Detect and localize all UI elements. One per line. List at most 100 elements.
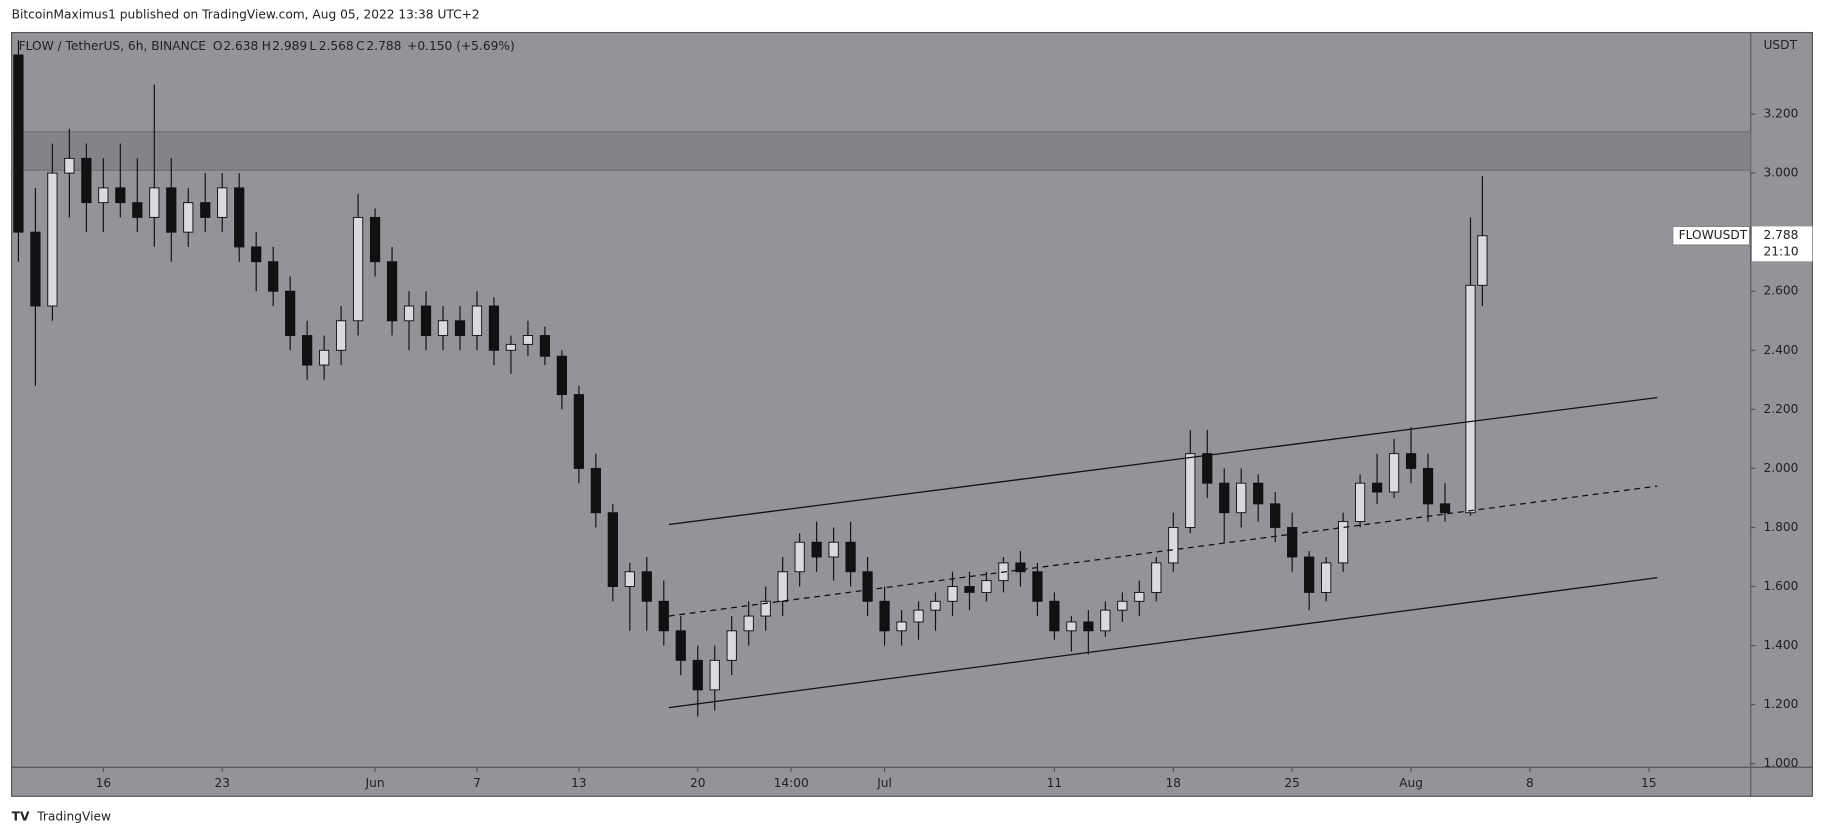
candle-body — [913, 609, 924, 623]
candle — [1219, 468, 1230, 543]
candle — [1405, 427, 1417, 484]
legend-value: 2.568 — [319, 39, 354, 53]
candle — [1202, 430, 1213, 498]
candle — [896, 610, 907, 646]
candle-body — [1371, 482, 1383, 493]
candle — [1015, 551, 1026, 587]
candle-body — [1287, 527, 1298, 558]
candle — [1134, 580, 1145, 617]
candle-body — [13, 54, 24, 233]
candle-body — [30, 231, 41, 307]
plot — [11, 40, 1751, 717]
y-tick-label: 1.000 — [1764, 756, 1799, 770]
candle — [13, 40, 24, 262]
candle — [200, 173, 211, 233]
candle — [1287, 512, 1298, 572]
candle — [1439, 483, 1451, 522]
channel-line — [668, 577, 1658, 709]
time-axis-bg — [11, 767, 1813, 797]
candle-body — [1253, 482, 1264, 505]
y-tick-label: 1.200 — [1764, 697, 1799, 711]
symbol-tag-text: FLOWUSDT — [1679, 228, 1748, 242]
price-tag — [1751, 226, 1813, 262]
candle-body — [471, 305, 483, 336]
candle — [964, 571, 975, 611]
candle — [64, 128, 75, 218]
candle-body — [369, 216, 381, 263]
legend: FLOW / TetherUS, 6h, BINANCE O 2.638 H 2… — [19, 39, 515, 53]
candle-body — [1185, 453, 1196, 528]
x-tick-label: 23 — [214, 776, 230, 790]
candle — [1388, 438, 1400, 498]
candle — [573, 385, 584, 484]
candle — [1236, 468, 1247, 528]
candle-body — [183, 202, 194, 233]
candle-body — [488, 305, 500, 351]
candle-body — [132, 202, 143, 218]
candle — [183, 187, 194, 247]
candle — [98, 158, 109, 233]
candle — [1185, 430, 1196, 534]
candle — [488, 297, 500, 366]
candle-body — [1477, 235, 1488, 286]
candle-body — [1321, 562, 1332, 593]
candle — [539, 326, 551, 366]
y-tick-label: 2.200 — [1764, 402, 1799, 416]
candle-body — [335, 320, 347, 351]
candle — [607, 503, 618, 602]
candle — [1354, 474, 1366, 528]
candle — [556, 350, 568, 410]
candle — [845, 521, 856, 587]
candle-body — [1083, 621, 1094, 632]
candle-body — [1168, 527, 1179, 564]
candle-body — [743, 615, 754, 632]
candle-body — [845, 541, 856, 573]
candle — [777, 556, 788, 617]
candle-body — [709, 659, 720, 691]
candle — [1253, 474, 1264, 522]
x-tick-label: 18 — [1166, 776, 1182, 790]
candle-body — [539, 335, 551, 357]
candle-body — [319, 349, 330, 366]
y-tick-label: 1.800 — [1764, 520, 1799, 534]
brand: TradingView — [36, 810, 111, 824]
candle-body — [1270, 503, 1281, 528]
candle-body — [947, 586, 958, 602]
candle — [454, 305, 466, 351]
candle-body — [624, 571, 635, 587]
candle — [1422, 453, 1434, 522]
candle — [285, 276, 296, 351]
candle — [1032, 562, 1043, 617]
y-tick-label: 2.000 — [1764, 461, 1799, 475]
candle — [1117, 592, 1128, 622]
legend-key: C — [356, 39, 365, 53]
candle — [1321, 556, 1332, 602]
candle-body — [1015, 562, 1026, 573]
x-tick-label: 13 — [571, 776, 587, 790]
candle — [81, 143, 92, 233]
channel-line — [668, 396, 1658, 526]
legend-key: O — [213, 39, 223, 53]
price-tag-countdown: 21:10 — [1764, 244, 1799, 258]
candle-body — [522, 335, 534, 345]
candle-body — [1354, 482, 1366, 523]
candle-body — [302, 335, 313, 366]
publisher: BitcoinMaximus1 published on TradingView… — [12, 8, 480, 22]
candle — [268, 246, 279, 306]
candle-body — [981, 580, 992, 593]
x-tick-label: 8 — [1526, 776, 1534, 790]
price-unit: USDT — [1764, 38, 1798, 52]
candle — [590, 453, 601, 528]
candle — [115, 143, 126, 218]
candle-body — [1032, 571, 1043, 602]
candle-body — [930, 600, 941, 611]
candle-body — [1388, 453, 1400, 493]
candle — [981, 571, 992, 602]
candle-body — [149, 187, 160, 218]
candle-body — [1219, 482, 1230, 514]
x-tick-label: 11 — [1047, 776, 1063, 790]
x-tick-label: Jun — [365, 776, 385, 790]
y-tick-label: 3.200 — [1764, 107, 1799, 121]
